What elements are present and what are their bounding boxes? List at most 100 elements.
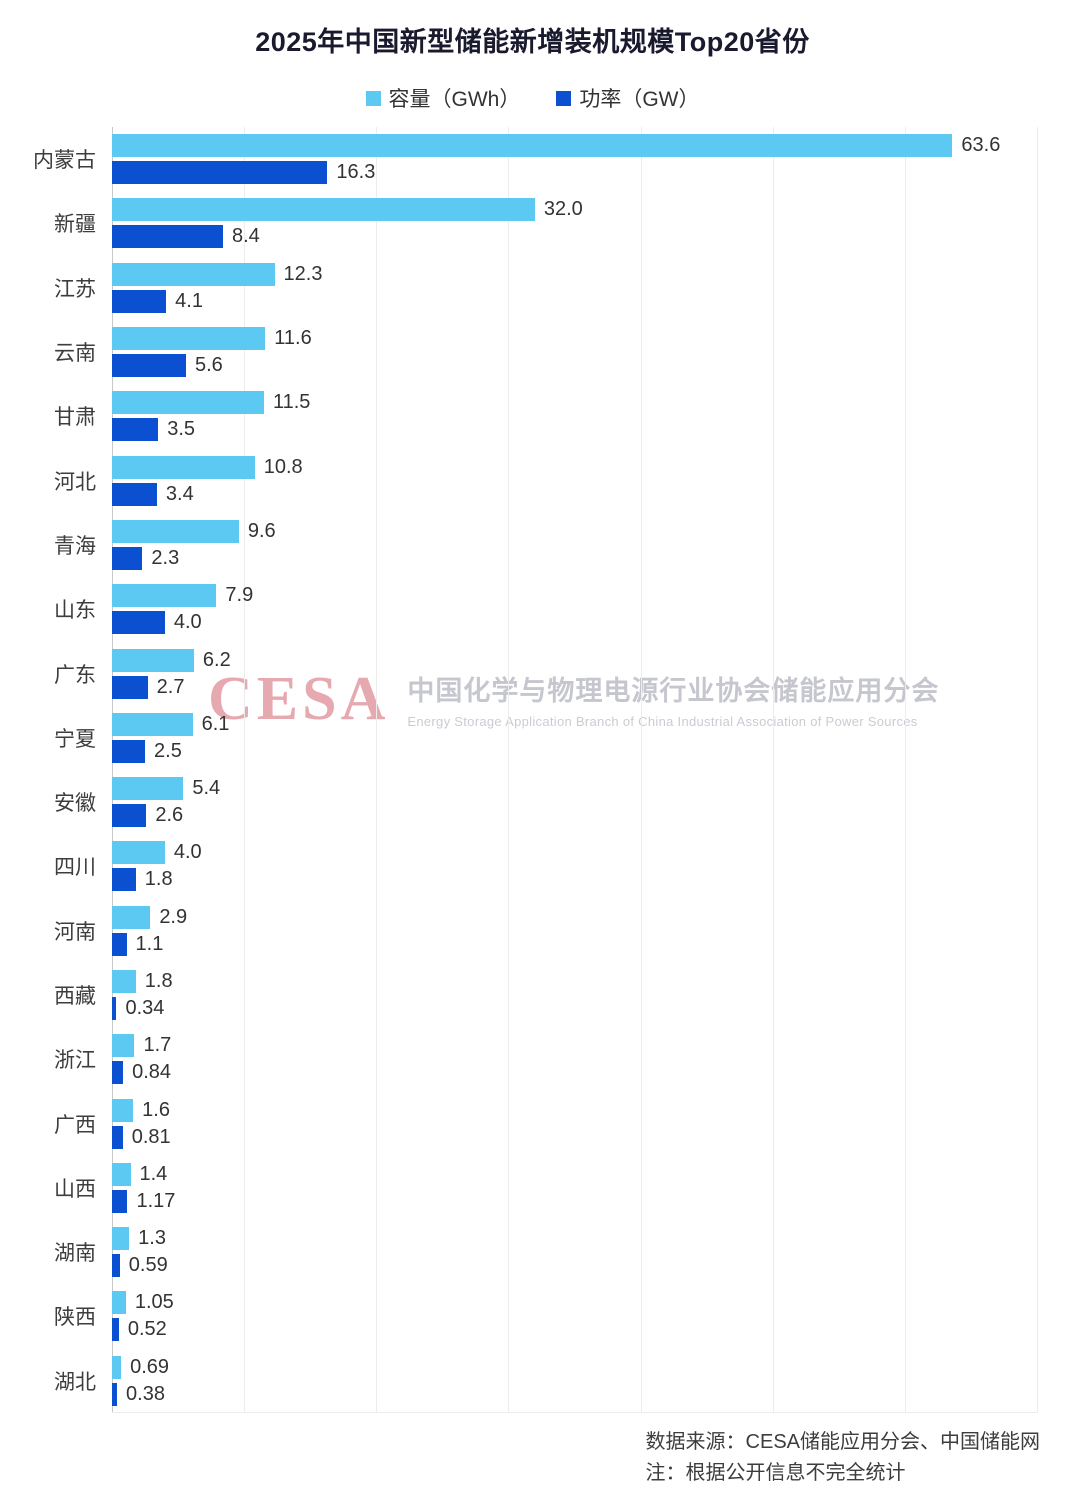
power-bar xyxy=(112,1189,128,1213)
bar-group: 12.3 4.1 xyxy=(112,262,1037,313)
capacity-bar xyxy=(112,777,184,801)
bar-line: 63.6 xyxy=(112,134,1037,158)
legend-swatch-power xyxy=(556,90,572,106)
category-label: 陕西 xyxy=(54,1306,96,1330)
bar-line: 0.69 xyxy=(112,1355,1037,1379)
bar-value-label: 16.3 xyxy=(336,161,376,184)
bar-line: 0.34 xyxy=(112,997,1037,1020)
capacity-bar xyxy=(112,134,953,158)
power-bar xyxy=(112,611,165,635)
capacity-bar xyxy=(112,262,275,286)
capacity-bar xyxy=(112,327,266,351)
bar-value-label: 0.69 xyxy=(130,1355,170,1378)
category-label: 山东 xyxy=(54,599,96,623)
bar-value-label: 1.4 xyxy=(139,1162,168,1185)
bar-line: 6.1 xyxy=(112,712,1037,736)
bar-value-label: 12.3 xyxy=(283,262,323,285)
capacity-bar xyxy=(112,1162,131,1186)
bar-value-label: 5.4 xyxy=(192,777,221,800)
category-label: 西藏 xyxy=(54,985,96,1008)
category-label: 安徽 xyxy=(54,792,96,816)
capacity-bar xyxy=(112,1034,135,1058)
bar-line: 1.3 xyxy=(112,1227,1037,1251)
power-bar xyxy=(112,997,117,1020)
capacity-bar xyxy=(112,841,165,865)
category-label: 四川 xyxy=(54,856,96,880)
power-bar xyxy=(112,1061,124,1085)
bar-line: 0.81 xyxy=(112,1125,1037,1149)
bar-group: 1.7 0.84 xyxy=(112,1034,1037,1085)
bar-group: 9.6 2.3 xyxy=(112,519,1037,570)
bar-line: 12.3 xyxy=(112,262,1037,286)
power-bar xyxy=(112,161,328,185)
footnote-text: 注：根据公开信息不完全统计 xyxy=(645,1461,906,1484)
bar-value-label: 1.1 xyxy=(135,932,164,955)
bar-line: 10.8 xyxy=(112,455,1037,479)
bar-group: 1.8 0.34 xyxy=(112,970,1037,1020)
bar-line: 1.8 xyxy=(112,970,1037,993)
category-label: 河南 xyxy=(54,920,96,944)
bar-line: 1.7 xyxy=(112,1034,1037,1058)
category-label: 广东 xyxy=(54,663,96,687)
bar-group: 5.4 2.6 xyxy=(112,777,1037,828)
power-bar xyxy=(112,675,148,699)
bar-value-label: 0.84 xyxy=(132,1061,172,1084)
bar-group: 1.05 0.52 xyxy=(112,1291,1037,1342)
bar-line: 7.9 xyxy=(112,584,1037,608)
bar-line: 1.1 xyxy=(112,932,1037,956)
power-bar xyxy=(112,1125,123,1149)
chart-row: 湖南 1.3 0.59 xyxy=(0,1220,1065,1284)
gridline xyxy=(244,127,246,1413)
bar-line: 2.6 xyxy=(112,804,1037,828)
capacity-bar xyxy=(112,1098,134,1122)
legend-label-capacity: 容量（GWh） xyxy=(388,88,521,111)
bar-line: 11.5 xyxy=(112,391,1037,415)
bar-group: 7.9 4.0 xyxy=(112,584,1037,635)
bar-line: 1.17 xyxy=(112,1189,1037,1213)
bar-line: 3.5 xyxy=(112,418,1037,442)
bar-value-label: 11.5 xyxy=(272,391,311,414)
chart-row: 河北 10.8 3.4 xyxy=(0,448,1065,512)
capacity-bar xyxy=(112,970,136,993)
bar-value-label: 0.59 xyxy=(128,1254,168,1277)
capacity-bar xyxy=(112,712,193,736)
category-label: 内蒙古 xyxy=(33,149,96,173)
gridline xyxy=(640,127,642,1413)
bar-value-label: 0.34 xyxy=(125,997,165,1019)
chart-row: 江苏 12.3 4.1 xyxy=(0,256,1065,320)
bar-line: 2.3 xyxy=(112,546,1037,570)
category-label: 湖南 xyxy=(54,1242,96,1266)
bar-group: 11.5 3.5 xyxy=(112,391,1037,442)
bar-line: 3.4 xyxy=(112,482,1037,506)
bar-value-label: 4.1 xyxy=(175,289,203,312)
power-bar xyxy=(112,225,223,249)
bar-group: 1.4 1.17 xyxy=(112,1162,1037,1213)
chart-title: 2025年中国新型储能新增装机规模Top20省份 xyxy=(255,27,810,57)
bar-line: 0.59 xyxy=(112,1254,1037,1278)
capacity-bar xyxy=(112,198,535,222)
category-label: 湖北 xyxy=(54,1370,96,1394)
bar-group: 1.3 0.59 xyxy=(112,1227,1037,1278)
bar-value-label: 2.7 xyxy=(156,675,185,698)
chart-row: 山东 7.9 4.0 xyxy=(0,577,1065,641)
chart-row: 广西 1.6 0.81 xyxy=(0,1091,1065,1155)
bar-line: 0.38 xyxy=(112,1382,1037,1406)
bar-value-label: 1.05 xyxy=(134,1291,174,1314)
bar-line: 4.0 xyxy=(112,841,1037,865)
bar-value-label: 9.6 xyxy=(247,519,276,542)
chart-row: 山西 1.4 1.17 xyxy=(0,1156,1065,1220)
bar-group: 11.6 5.6 xyxy=(112,327,1037,378)
legend: 容量（GWh） 功率（GW） xyxy=(0,83,1065,113)
bar-line: 0.84 xyxy=(112,1061,1037,1085)
bar-line: 9.6 xyxy=(112,519,1037,543)
bar-value-label: 0.81 xyxy=(131,1125,171,1148)
bar-value-label: 63.6 xyxy=(961,134,1001,157)
power-bar xyxy=(112,418,159,442)
gridline xyxy=(772,127,774,1413)
bar-line: 1.6 xyxy=(112,1098,1037,1122)
bar-line: 2.7 xyxy=(112,675,1037,699)
grid-layer xyxy=(112,127,1038,1413)
bar-line: 2.9 xyxy=(112,905,1037,929)
bar-value-label: 3.5 xyxy=(167,418,196,441)
